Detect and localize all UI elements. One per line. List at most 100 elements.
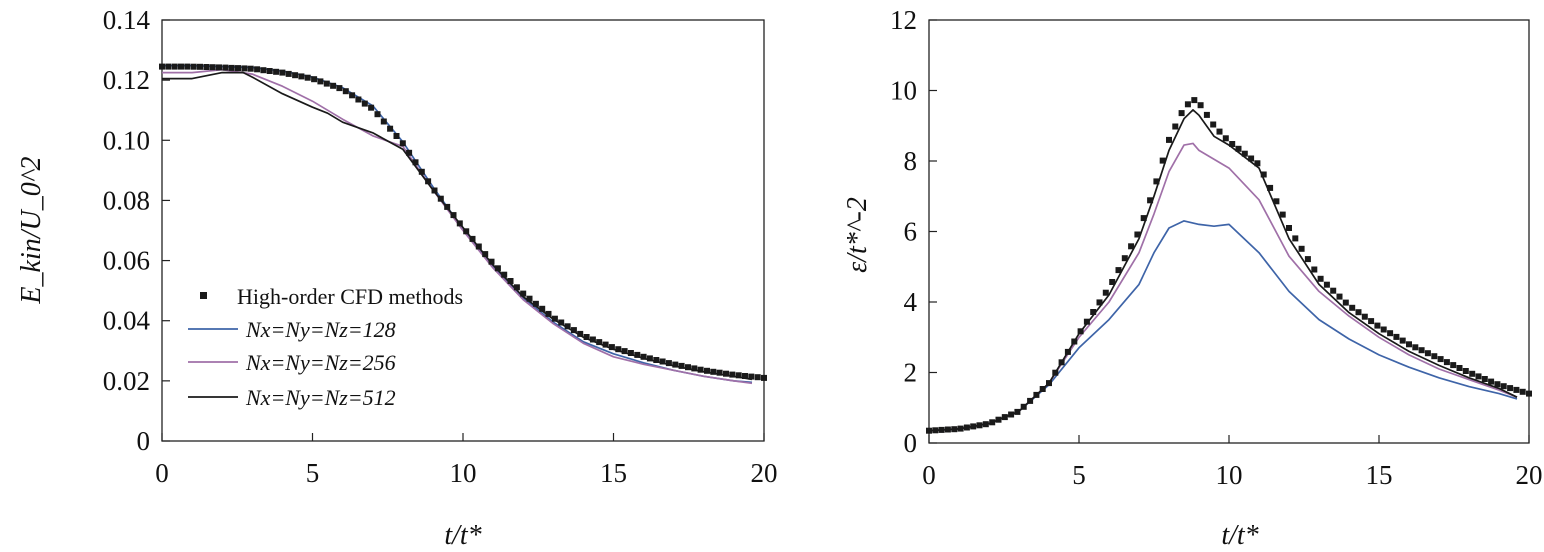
- series-line-2: [928, 142, 1518, 432]
- reference-marker: [456, 220, 463, 227]
- reference-marker: [444, 203, 451, 210]
- reference-marker: [1147, 197, 1154, 204]
- reference-marker: [1437, 356, 1444, 363]
- reference-marker: [995, 416, 1002, 423]
- reference-marker: [418, 168, 425, 175]
- series-group: [159, 63, 767, 385]
- y-tick-label: 2: [904, 358, 918, 388]
- reference-marker: [970, 423, 977, 430]
- reference-marker: [311, 76, 318, 83]
- reference-marker: [754, 374, 761, 381]
- reference-marker: [336, 85, 343, 92]
- reference-marker: [374, 111, 381, 118]
- reference-marker: [989, 419, 996, 426]
- reference-marker: [1203, 111, 1210, 118]
- legend-label: Nx=Ny=Nz=128: [245, 317, 396, 342]
- y-tick-label: 0.06: [103, 246, 150, 276]
- y-tick-label: 0.10: [103, 125, 150, 155]
- reference-marker: [748, 373, 755, 380]
- reference-marker: [279, 69, 286, 76]
- series-line-1: [928, 220, 1518, 432]
- reference-marker: [159, 63, 165, 70]
- reference-marker: [1286, 225, 1292, 231]
- reference-marker: [1109, 279, 1116, 285]
- reference-marker: [1368, 318, 1375, 325]
- reference-marker: [387, 125, 394, 132]
- y-tick-label: 12: [890, 5, 917, 35]
- x-tick-label: 10: [450, 458, 477, 488]
- reference-marker: [368, 104, 375, 111]
- reference-marker: [583, 334, 590, 340]
- reference-marker: [1273, 198, 1280, 205]
- reference-marker: [197, 63, 203, 70]
- reference-marker: [589, 336, 596, 343]
- reference-marker: [1450, 362, 1457, 369]
- reference-marker: [621, 348, 628, 355]
- reference-marker: [1279, 211, 1286, 218]
- reference-marker: [184, 63, 191, 70]
- y-tick-label: 10: [890, 76, 917, 106]
- reference-marker: [304, 74, 311, 81]
- reference-marker: [1418, 347, 1425, 354]
- reference-marker: [298, 73, 305, 80]
- reference-marker: [1304, 256, 1311, 263]
- reference-marker: [399, 140, 406, 147]
- reference-marker: [526, 295, 533, 302]
- reference-marker: [1115, 267, 1122, 274]
- reference-marker: [1406, 341, 1412, 348]
- reference-marker: [361, 100, 368, 107]
- reference-marker: [1424, 350, 1431, 357]
- y-axis-label: E_kin/U_0^2: [16, 156, 47, 304]
- reference-marker: [406, 149, 413, 156]
- reference-marker: [285, 70, 292, 77]
- series-line-3: [928, 109, 1518, 432]
- reference-marker: [171, 63, 178, 70]
- reference-marker: [1292, 235, 1299, 242]
- reference-marker: [520, 290, 527, 297]
- reference-marker: [463, 228, 470, 235]
- reference-marker: [1374, 322, 1381, 329]
- reference-marker: [1431, 353, 1438, 360]
- reference-marker: [1197, 102, 1204, 109]
- reference-marker: [1361, 313, 1368, 320]
- reference-marker: [640, 353, 647, 360]
- reference-marker: [165, 63, 172, 70]
- reference-marker: [241, 65, 248, 72]
- reference-marker: [1342, 299, 1349, 306]
- reference-marker: [1178, 110, 1185, 117]
- reference-marker: [1159, 157, 1166, 164]
- reference-marker: [1128, 243, 1135, 250]
- reference-marker: [1311, 266, 1318, 273]
- reference-marker: [685, 364, 691, 371]
- y-tick-label: 0: [137, 426, 151, 456]
- reference-marker: [691, 365, 698, 372]
- reference-marker: [507, 278, 514, 284]
- reference-marker: [697, 366, 704, 373]
- axis-ticks: 0 5 10 15 20 0 2 4 6 8 10 12: [890, 5, 1543, 490]
- reference-marker: [678, 362, 685, 369]
- reference-marker: [380, 118, 387, 125]
- axis-ticks: 0 5 10 15 20 0 0.02 0.04 0.06 0.08 0.10 0.12 0.14: [103, 5, 778, 488]
- reference-marker: [247, 65, 254, 72]
- reference-marker: [1121, 255, 1128, 262]
- reference-marker: [1090, 309, 1097, 315]
- reference-marker: [273, 68, 280, 75]
- reference-marker: [1216, 128, 1223, 135]
- y-tick-label: 0.04: [103, 306, 151, 336]
- reference-marker: [1140, 215, 1147, 222]
- reference-marker: [646, 355, 653, 362]
- x-tick-label: 15: [1366, 460, 1393, 490]
- reference-marker: [710, 368, 717, 375]
- reference-marker: [957, 425, 964, 432]
- reference-marker: [260, 67, 267, 74]
- reference-marker: [672, 361, 679, 368]
- reference-marker: [1027, 397, 1034, 404]
- x-tick-label: 5: [1072, 460, 1086, 490]
- reference-marker: [982, 421, 989, 428]
- reference-marker: [653, 357, 660, 363]
- reference-marker: [704, 367, 710, 374]
- reference-marker: [469, 235, 476, 242]
- x-tick-label: 0: [922, 460, 936, 490]
- reference-marker: [1260, 171, 1267, 178]
